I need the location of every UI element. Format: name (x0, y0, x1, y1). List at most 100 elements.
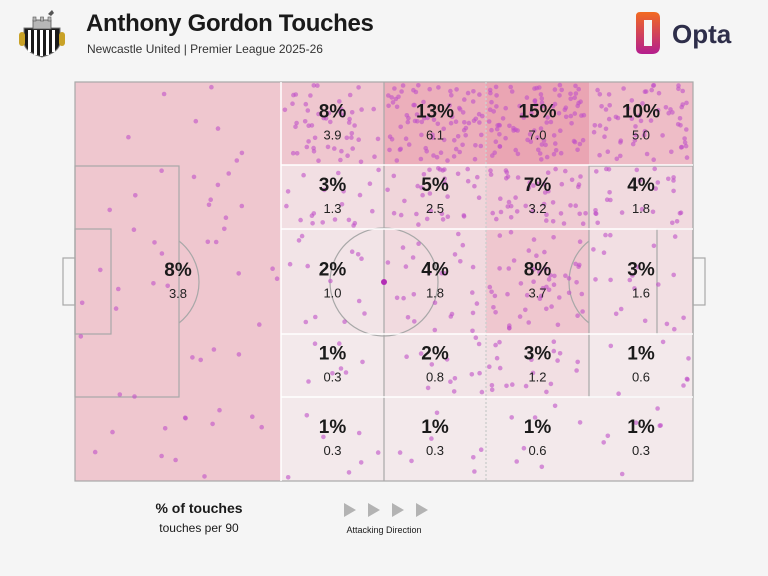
touch-dot (472, 156, 478, 162)
touch-dot (514, 209, 520, 214)
touch-dot (454, 87, 459, 92)
touch-dot (486, 119, 492, 124)
touch-dot (270, 266, 275, 272)
touch-dot (389, 137, 395, 142)
touch-dot (451, 154, 457, 159)
touch-dot (285, 189, 291, 194)
touch-dot (625, 106, 631, 111)
touch-dot (577, 211, 582, 217)
touch-dot (478, 143, 484, 149)
touch-dot (419, 119, 425, 125)
touch-dot (190, 355, 195, 360)
touch-dot (530, 209, 535, 214)
touch-dot (239, 150, 245, 156)
touch-dot (517, 103, 522, 109)
touch-dot (339, 106, 344, 112)
newcastle-crest-logo (19, 10, 65, 58)
touch-dot (671, 272, 676, 278)
touch-dot (543, 266, 548, 272)
touch-dot (479, 132, 484, 138)
touch-dot (92, 449, 98, 455)
touch-dot (521, 445, 527, 451)
touch-dot (632, 286, 637, 291)
touch-dot (593, 277, 598, 282)
touch-dot (419, 185, 424, 190)
zone-per90-label: 6.1 (426, 128, 444, 143)
touch-dot (460, 242, 466, 248)
touch-dot (477, 92, 482, 97)
touch-dot (416, 222, 421, 227)
touch-dot (561, 221, 567, 226)
touch-dot (419, 132, 424, 138)
touch-dot (400, 83, 406, 88)
touch-dot (469, 372, 475, 377)
touch-dot (535, 181, 541, 187)
touch-dot (371, 106, 377, 112)
touch-dot (165, 283, 170, 289)
touch-dot (608, 277, 613, 283)
touch-dot (532, 98, 538, 103)
touch-dot (671, 178, 676, 183)
touch-dot (573, 83, 578, 89)
touch-dot (618, 306, 624, 312)
touch-dot (293, 124, 298, 130)
touch-dot (78, 334, 84, 339)
touch-dot (401, 295, 406, 301)
touch-dot (685, 377, 690, 382)
touch-dot (638, 118, 644, 124)
touch-dot (680, 102, 685, 107)
touch-dot (493, 310, 498, 315)
zone-per90-label: 1.2 (528, 370, 546, 385)
touch-dot (394, 295, 400, 301)
touch-dot (497, 339, 502, 345)
touch-dot (294, 151, 300, 156)
touch-dot (215, 182, 221, 188)
touch-dot (544, 212, 549, 217)
touch-dot (681, 315, 686, 321)
touch-dot (131, 227, 137, 232)
touch-dot (597, 92, 603, 97)
touch-dot (595, 87, 600, 93)
touch-dot (550, 200, 556, 205)
touch-dot (398, 124, 404, 130)
touch-dot (597, 152, 602, 158)
touch-dot (637, 178, 643, 183)
touch-dot (356, 430, 362, 436)
touch-dot (391, 210, 397, 216)
touch-dot (559, 181, 565, 187)
touch-dot (636, 113, 642, 118)
touch-dot (541, 138, 547, 143)
touch-dot (423, 145, 429, 151)
touch-dot (653, 186, 658, 191)
chart-subtitle: Newcastle United | Premier League 2025-2… (87, 42, 323, 56)
touch-dot (544, 306, 549, 312)
touch-dot (605, 433, 611, 439)
touch-dot (470, 264, 476, 270)
touch-dot (223, 215, 229, 220)
touch-dot (449, 93, 454, 98)
touch-dot (683, 143, 689, 149)
touch-dot (412, 319, 417, 324)
touch-dot (591, 247, 596, 252)
zone-pct-label: 8% (524, 260, 552, 281)
touch-dot (551, 151, 557, 157)
touch-dot (345, 153, 350, 158)
zone-per90-label: 1.6 (632, 286, 650, 301)
zone-per90-label: 5.0 (632, 128, 650, 143)
touch-dot (427, 86, 433, 92)
touch-dot (236, 271, 241, 276)
touch-dot (621, 86, 626, 91)
touch-dot (684, 155, 690, 160)
touch-dot (613, 311, 619, 317)
touch-dot (367, 181, 373, 186)
touch-dot (352, 220, 358, 226)
touch-dot (548, 119, 554, 125)
attacking-direction-arrows-icon (344, 503, 428, 517)
touch-dot (432, 327, 438, 333)
touch-dot (655, 406, 660, 411)
touch-dot (559, 87, 564, 93)
touch-dot (445, 194, 450, 199)
touch-dot (506, 266, 512, 271)
zone-pct-label: 1% (627, 344, 655, 365)
touch-dot (492, 293, 498, 299)
